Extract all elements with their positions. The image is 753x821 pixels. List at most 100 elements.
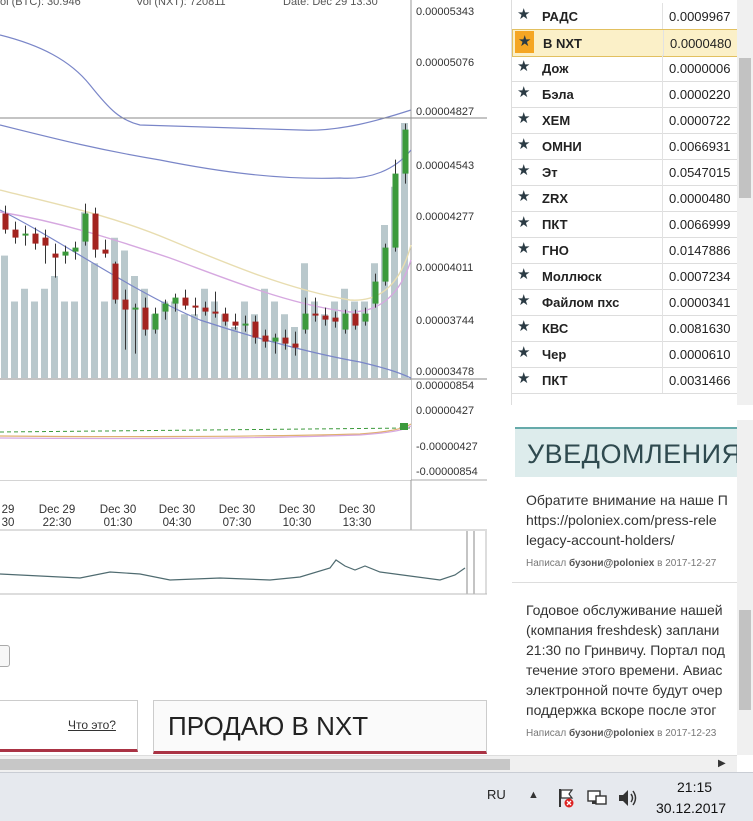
favorite-star-icon[interactable]: ★ <box>517 84 531 101</box>
market-row[interactable]: ★ ОМНИ 0.0066931 <box>512 133 738 160</box>
volume-bar <box>131 276 138 378</box>
candle-body <box>92 213 99 250</box>
volume-bar <box>1 255 8 378</box>
price-chart[interactable] <box>0 0 487 595</box>
market-row[interactable]: ★ Чер 0.0000610 <box>512 341 738 368</box>
markets-scrollbar-thumb[interactable] <box>739 58 751 198</box>
favorite-star-icon[interactable]: ★ <box>517 240 531 257</box>
volume-bar <box>11 301 18 378</box>
market-coin: ОМНИ <box>542 139 582 154</box>
volume-icon[interactable] <box>616 787 638 809</box>
favorite-star-icon[interactable]: ★ <box>517 136 531 153</box>
candle-body <box>2 213 9 230</box>
volume-bar <box>161 301 168 378</box>
volume-bar <box>361 301 368 378</box>
column-divider <box>662 237 663 263</box>
markets-scrollbar[interactable] <box>737 0 753 405</box>
notifications-title: УВЕДОМЛЕНИЯ <box>527 439 742 469</box>
candle-body <box>42 237 49 246</box>
market-coin: ПКТ <box>542 217 568 232</box>
candle-body <box>282 337 289 344</box>
language-indicator[interactable]: RU <box>487 787 506 802</box>
market-row[interactable]: ★ ПКТ 0.0066999 <box>512 211 738 238</box>
volume-bar <box>291 327 298 378</box>
column-divider <box>662 3 663 29</box>
market-coin: Дож <box>542 61 569 76</box>
market-coin: В NXT <box>543 36 582 51</box>
market-row[interactable]: ★ ПКТ 0.0031466 <box>512 367 738 394</box>
volume-bar <box>151 314 158 378</box>
indicator-tick-label: 0.00000854 <box>416 380 475 392</box>
column-divider <box>662 211 663 237</box>
bollinger-upper-line <box>0 124 412 179</box>
notification-text: электронной почте будут очер <box>526 682 723 698</box>
action-center-flag-icon[interactable] <box>556 787 576 809</box>
volume-bar <box>231 327 238 378</box>
favorite-star-icon[interactable]: ★ <box>517 344 531 361</box>
candle-body <box>402 129 409 174</box>
candle-body <box>292 343 299 348</box>
market-price: 0.0066999 <box>669 217 731 232</box>
favorite-star-icon[interactable]: ★ <box>517 370 531 387</box>
time-tick-label: Dec 29 22:30 <box>38 504 76 529</box>
whats-this-link[interactable]: Что это? <box>68 718 116 732</box>
clock-date[interactable]: 30.12.2017 <box>656 800 727 816</box>
macd-line <box>0 425 412 440</box>
volume-bar <box>101 301 108 378</box>
show-hidden-icons-icon[interactable]: ▲ <box>528 789 539 801</box>
favorite-star-icon[interactable]: ★ <box>515 31 535 53</box>
favorite-star-icon[interactable]: ★ <box>517 188 531 205</box>
notifications-scrollbar[interactable] <box>737 420 753 755</box>
market-row[interactable]: ★ ГНО 0.0147886 <box>512 237 738 264</box>
market-row[interactable]: ★ Моллюск 0.0007234 <box>512 263 738 290</box>
notification-text: 21:30 по Гринвичу. Портал под <box>526 642 725 658</box>
volume-bar <box>311 301 318 378</box>
notification-meta: Написал бузони@poloniex в 2017-12-23 <box>526 728 717 739</box>
column-divider <box>662 55 663 81</box>
market-row[interactable]: ★ КВС 0.0081630 <box>512 315 738 342</box>
favorite-star-icon[interactable]: ★ <box>517 318 531 335</box>
column-divider <box>662 367 663 393</box>
favorite-star-icon[interactable]: ★ <box>517 292 531 309</box>
favorite-star-icon[interactable]: ★ <box>517 266 531 283</box>
favorite-star-icon[interactable]: ★ <box>517 110 531 127</box>
clock-time[interactable]: 21:15 <box>677 779 713 795</box>
market-row[interactable]: ★ В NXT 0.0000480 <box>512 29 740 57</box>
chart-zoom-button[interactable] <box>0 645 10 667</box>
favorite-star-icon[interactable]: ★ <box>517 214 531 231</box>
market-row[interactable]: ★ Эт 0.0547015 <box>512 159 738 186</box>
volume-bar <box>121 250 128 378</box>
column-divider <box>662 185 663 211</box>
candle-body <box>332 317 339 322</box>
time-tick-label: Dec 30 07:30 <box>218 504 256 529</box>
price-tick-label: 0.00004277 <box>416 211 475 223</box>
notifications-scrollbar-thumb[interactable] <box>739 610 751 710</box>
candle-body <box>192 305 199 308</box>
candle-body <box>312 313 319 316</box>
market-price: 0.0031466 <box>669 373 731 388</box>
favorite-star-icon[interactable]: ★ <box>517 162 531 179</box>
candle-body <box>182 297 189 306</box>
column-divider <box>663 30 664 56</box>
market-row[interactable]: ★ Бэла 0.0000220 <box>512 81 738 108</box>
market-row[interactable]: ★ ХЕМ 0.0000722 <box>512 107 738 134</box>
horizontal-scrollbar[interactable]: ▶ <box>0 755 737 773</box>
candle-body <box>252 321 259 338</box>
volume-bar <box>191 314 198 378</box>
network-icon[interactable] <box>586 787 608 809</box>
favorite-star-icon[interactable]: ★ <box>517 6 531 23</box>
volume-bar <box>91 263 98 378</box>
volume-bar <box>41 288 48 378</box>
market-coin: РАДС <box>542 9 579 24</box>
market-row[interactable]: ★ ZRX 0.0000480 <box>512 185 738 212</box>
market-row[interactable]: ★ Дож 0.0000006 <box>512 55 738 82</box>
candle-body <box>372 281 379 304</box>
horizontal-scrollbar-thumb[interactable] <box>0 759 510 770</box>
favorite-star-icon[interactable]: ★ <box>517 58 531 75</box>
candle-body <box>142 307 149 330</box>
overview-line <box>0 559 466 581</box>
market-row[interactable]: ★ РАДС 0.0009967 <box>512 3 738 30</box>
market-row[interactable]: ★ Файлом пхс 0.0000341 <box>512 289 738 316</box>
upper-bollinger-line <box>0 34 412 131</box>
scroll-right-arrow-icon[interactable]: ▶ <box>718 758 726 769</box>
